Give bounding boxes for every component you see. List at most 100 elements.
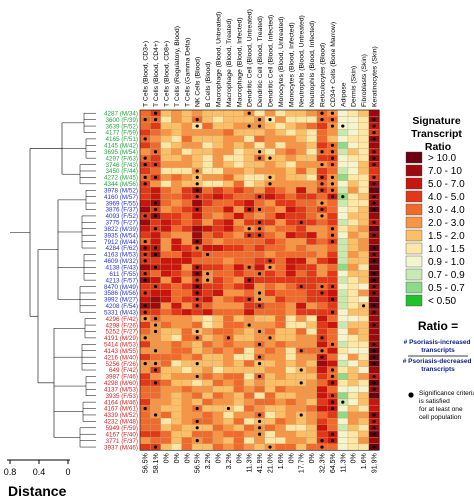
heatmap-cell — [181, 405, 193, 412]
heatmap-cell — [212, 225, 224, 233]
heatmap-cell — [233, 424, 245, 432]
heatmap-cell — [306, 199, 317, 207]
heatmap-cell — [358, 353, 369, 361]
heatmap-cell — [264, 289, 276, 297]
heatmap-cell — [327, 443, 338, 451]
heatmap-cell — [275, 129, 286, 136]
heatmap-cell — [347, 340, 359, 348]
heatmap-cell — [368, 109, 380, 117]
heatmap-cell — [337, 430, 349, 438]
heatmap-cell — [171, 360, 182, 367]
column-label: Neutrophils (Blood, Infected) — [309, 21, 316, 107]
significance-dot — [195, 240, 199, 244]
heatmap-cell — [171, 411, 182, 419]
significance-dot — [320, 175, 324, 180]
heatmap-cell — [285, 321, 297, 329]
legend-label: 0.5 - 0.7 — [428, 283, 465, 294]
heatmap-cell — [264, 129, 276, 136]
heatmap-cell — [347, 385, 359, 393]
heatmap-cell — [171, 238, 182, 245]
heatmap-cell — [212, 109, 224, 117]
heatmap-cell — [316, 238, 328, 245]
heatmap-cell — [202, 424, 213, 432]
heatmap-cell — [275, 398, 286, 406]
heatmap-cell — [181, 289, 193, 297]
heatmap-cell — [368, 405, 380, 412]
heatmap-cell — [212, 122, 224, 130]
heatmap-cell — [327, 360, 338, 367]
significance-dot — [143, 361, 147, 366]
significance-dot — [154, 111, 158, 115]
column-percentages: 56.5% 58.1% 0% 0% 0% 56.5% 3.2% 0% 3.2% 0% 11.3% 41… — [143, 453, 379, 473]
heatmap-cell — [212, 289, 224, 297]
heatmap-cell — [358, 366, 369, 374]
heatmap-cell — [191, 148, 203, 156]
heatmap-cell — [337, 231, 349, 239]
heatmap-cell — [243, 437, 255, 444]
heatmap-cell — [171, 244, 182, 252]
heatmap-cell — [150, 186, 161, 194]
heatmap-cell — [358, 148, 369, 156]
significance-dot — [143, 336, 147, 340]
heatmap-cell — [160, 109, 172, 117]
heatmap-cell — [347, 154, 359, 162]
heatmap-cell — [285, 116, 297, 123]
significance-dot — [341, 124, 345, 128]
heatmap-cell — [233, 174, 245, 181]
heatmap-cell — [212, 161, 224, 168]
heatmap-cell — [233, 161, 245, 168]
heatmap-cell — [358, 418, 369, 425]
heatmap-cell — [306, 135, 317, 143]
heatmap-cell — [181, 392, 193, 400]
heatmap-cell — [254, 283, 265, 290]
heatmap-cell — [181, 212, 193, 220]
heatmap-cell — [254, 135, 265, 143]
heatmap-cell — [233, 373, 245, 380]
heatmap-cell — [327, 302, 338, 310]
heatmap-cell — [171, 385, 182, 393]
row-label: 3935 (F/53) — [105, 393, 138, 400]
heatmap-cell — [181, 379, 193, 387]
heatmap-cell — [223, 385, 234, 393]
row-label: 5256 (F/26) — [105, 361, 138, 368]
heatmap-cell — [285, 276, 297, 284]
heatmap-cell — [285, 141, 297, 149]
heatmap-cell — [337, 154, 349, 162]
heatmap-cell — [295, 296, 307, 303]
heatmap-cell — [264, 199, 276, 207]
heatmap-cell — [202, 135, 213, 143]
heatmap-cell — [181, 141, 193, 149]
heatmap-cell — [139, 167, 151, 175]
column-label: Keratinocytes (Skin) — [372, 46, 379, 107]
significance-dot — [154, 246, 158, 250]
heatmap-cell — [358, 315, 369, 323]
heatmap-border — [139, 109, 380, 451]
significance-dot — [258, 227, 262, 231]
heatmap-cell — [295, 154, 307, 162]
heatmap-cell — [306, 193, 317, 201]
heatmap-cell — [212, 411, 224, 419]
significance-dot — [268, 259, 272, 263]
row-label: 4298 (F/26) — [105, 322, 138, 329]
heatmap-cell — [347, 148, 359, 156]
column-label: T Cells (Blood, CD4+) — [153, 41, 160, 107]
heatmap-cell — [306, 116, 317, 123]
heatmap-cell — [223, 283, 234, 290]
row-label: 3822 (M/39) — [104, 226, 138, 233]
significance-dot — [195, 284, 199, 289]
heatmap-cell — [243, 379, 255, 387]
heatmap-cell — [233, 398, 245, 406]
heatmap-cell — [347, 193, 359, 201]
heatmap-cell — [160, 405, 172, 412]
heatmap-cell — [285, 308, 297, 316]
row-label: 3775 (F/27) — [105, 220, 138, 227]
heatmap-cell — [347, 411, 359, 419]
heatmap-cell — [212, 379, 224, 387]
heatmap-cell — [181, 199, 193, 207]
heatmap-cell — [160, 360, 172, 367]
heatmap-cell — [337, 244, 349, 252]
significance-dot — [154, 214, 158, 218]
heatmap-cell — [181, 334, 193, 342]
heatmap-cell — [223, 360, 234, 367]
heatmap-cell — [160, 385, 172, 393]
